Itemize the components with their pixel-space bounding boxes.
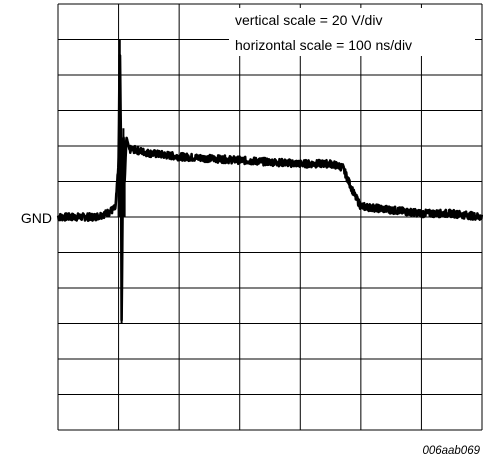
vertical-scale-label: vertical scale = 20 V/div [235,12,382,28]
horizontal-scale-label: horizontal scale = 100 ns/div [235,37,412,53]
figure-code-label: 006aab069 [422,445,480,457]
ground-label: GND [21,210,52,226]
waveform-trace [56,53,483,322]
graticule-grid [57,3,483,431]
scale-annotation-box [229,8,475,56]
